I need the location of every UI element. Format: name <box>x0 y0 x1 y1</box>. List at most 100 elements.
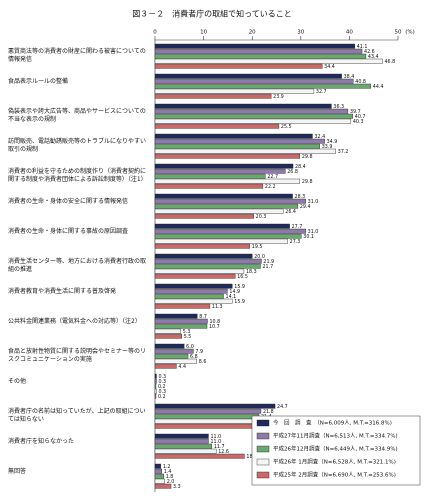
value-label: 22.7 <box>267 174 278 180</box>
value-label: 39.7 <box>350 109 361 115</box>
legend-box <box>251 415 421 486</box>
value-label: 37.2 <box>338 149 349 155</box>
bar <box>154 233 302 239</box>
value-label: 0.3 <box>158 389 166 395</box>
value-label: 29.8 <box>302 154 313 160</box>
bar <box>154 43 355 49</box>
legend-swatch <box>256 419 270 427</box>
bar <box>154 328 181 334</box>
bar <box>154 283 233 289</box>
bar <box>154 453 245 459</box>
bar <box>154 213 254 219</box>
bar <box>154 293 224 299</box>
bar <box>154 123 280 129</box>
value-label: 7.9 <box>195 349 203 355</box>
value-label: 30.1 <box>303 234 314 240</box>
value-label: 32.7 <box>316 89 327 95</box>
value-label: 16.5 <box>237 274 248 280</box>
value-label: 3.3 <box>173 484 181 490</box>
bar <box>154 298 233 304</box>
value-label: 6.0 <box>186 344 194 350</box>
bar <box>154 418 258 424</box>
bar <box>154 413 260 419</box>
bar <box>154 433 209 439</box>
bar <box>154 348 194 354</box>
value-label: 25.5 <box>281 124 292 130</box>
category-label: 公共料金関連業務（電気料金への対応等）（注2） <box>8 318 141 325</box>
category-label: 消費者の生命・身体の安全に関する情報発信 <box>8 198 129 205</box>
bar <box>154 463 162 469</box>
bar <box>154 108 349 114</box>
x-tick-label: 50 <box>395 30 402 36</box>
bar <box>154 168 286 174</box>
value-label: 24.7 <box>277 404 288 410</box>
value-label: 27.3 <box>290 239 301 245</box>
bar <box>154 303 211 309</box>
value-label: 42.6 <box>364 49 375 55</box>
value-label: 1.8 <box>166 474 174 480</box>
value-label: 1.2 <box>163 464 171 470</box>
legend-label: 今 回 調 査 （N=6,009人, M.T.=316.8%) <box>273 419 392 427</box>
x-tick-label: 30 <box>297 30 304 36</box>
bar <box>154 383 157 389</box>
value-label: 5.3 <box>183 329 191 335</box>
legend-swatch <box>256 458 270 466</box>
value-label: 28.3 <box>295 194 306 200</box>
bar <box>154 208 284 214</box>
bar <box>154 198 306 204</box>
value-label: 26.8 <box>287 169 298 175</box>
value-label: 20.0 <box>254 254 265 260</box>
value-label: 29.4 <box>300 204 311 210</box>
bar <box>154 473 164 479</box>
bar <box>154 178 301 184</box>
legend-swatch <box>256 432 270 440</box>
bar <box>154 63 323 69</box>
value-label: 21.9 <box>263 259 274 265</box>
value-label: 40.8 <box>355 79 366 85</box>
value-label: 26.4 <box>285 209 296 215</box>
value-label: 0.3 <box>158 374 166 380</box>
value-label: 14.1 <box>226 294 237 300</box>
bar <box>154 88 315 94</box>
value-label: 10.8 <box>209 319 220 325</box>
value-label: 11.0 <box>210 434 221 440</box>
bar <box>154 318 208 324</box>
legend-swatch <box>256 471 270 479</box>
value-label: 8.7 <box>199 314 207 320</box>
value-label: 41.1 <box>357 44 368 50</box>
bar <box>154 58 383 64</box>
category-label: その他 <box>8 378 27 385</box>
legend-label: 平成25年 2月調査（N=6,690人, M.T.=253.6%) <box>273 471 396 479</box>
bar <box>154 113 354 119</box>
value-label: 40.3 <box>353 119 364 125</box>
bar <box>154 163 294 169</box>
chart-title: 図３－２ 消費者庁の取組で知っていること <box>132 9 292 19</box>
category-label: 消費者の利益を守るための制度作り（消費者契約に関する制度や消費者団体による訴訟制… <box>8 168 147 183</box>
bar <box>154 333 182 339</box>
value-label: 46.8 <box>384 59 395 65</box>
value-label: 11.7 <box>214 444 225 450</box>
value-label: 44.4 <box>373 84 384 90</box>
bar <box>154 228 306 234</box>
bar <box>154 143 320 149</box>
bar <box>154 253 253 259</box>
bar <box>154 323 208 329</box>
value-label: 1.4 <box>164 469 172 475</box>
bar <box>154 203 299 209</box>
category-label: 消費者庁を知らなかった <box>8 438 75 445</box>
x-axis-label: (%) <box>405 30 415 36</box>
category-label: 食品表示ルールの整備 <box>8 78 69 85</box>
value-label: 15.9 <box>234 299 245 305</box>
bar <box>154 153 301 159</box>
bar <box>154 133 313 139</box>
bar <box>154 443 213 449</box>
value-label: 11.3 <box>212 304 223 310</box>
value-label: 8.6 <box>199 359 207 365</box>
legend-label: 平成27年11月調査（N=6,513人, M.T.=334.7%) <box>273 432 398 440</box>
value-label: 0.3 <box>158 379 166 385</box>
value-label: 10.7 <box>209 324 220 330</box>
value-label: 27.7 <box>292 224 303 230</box>
value-label: 6.8 <box>190 354 198 360</box>
bar <box>154 103 332 109</box>
